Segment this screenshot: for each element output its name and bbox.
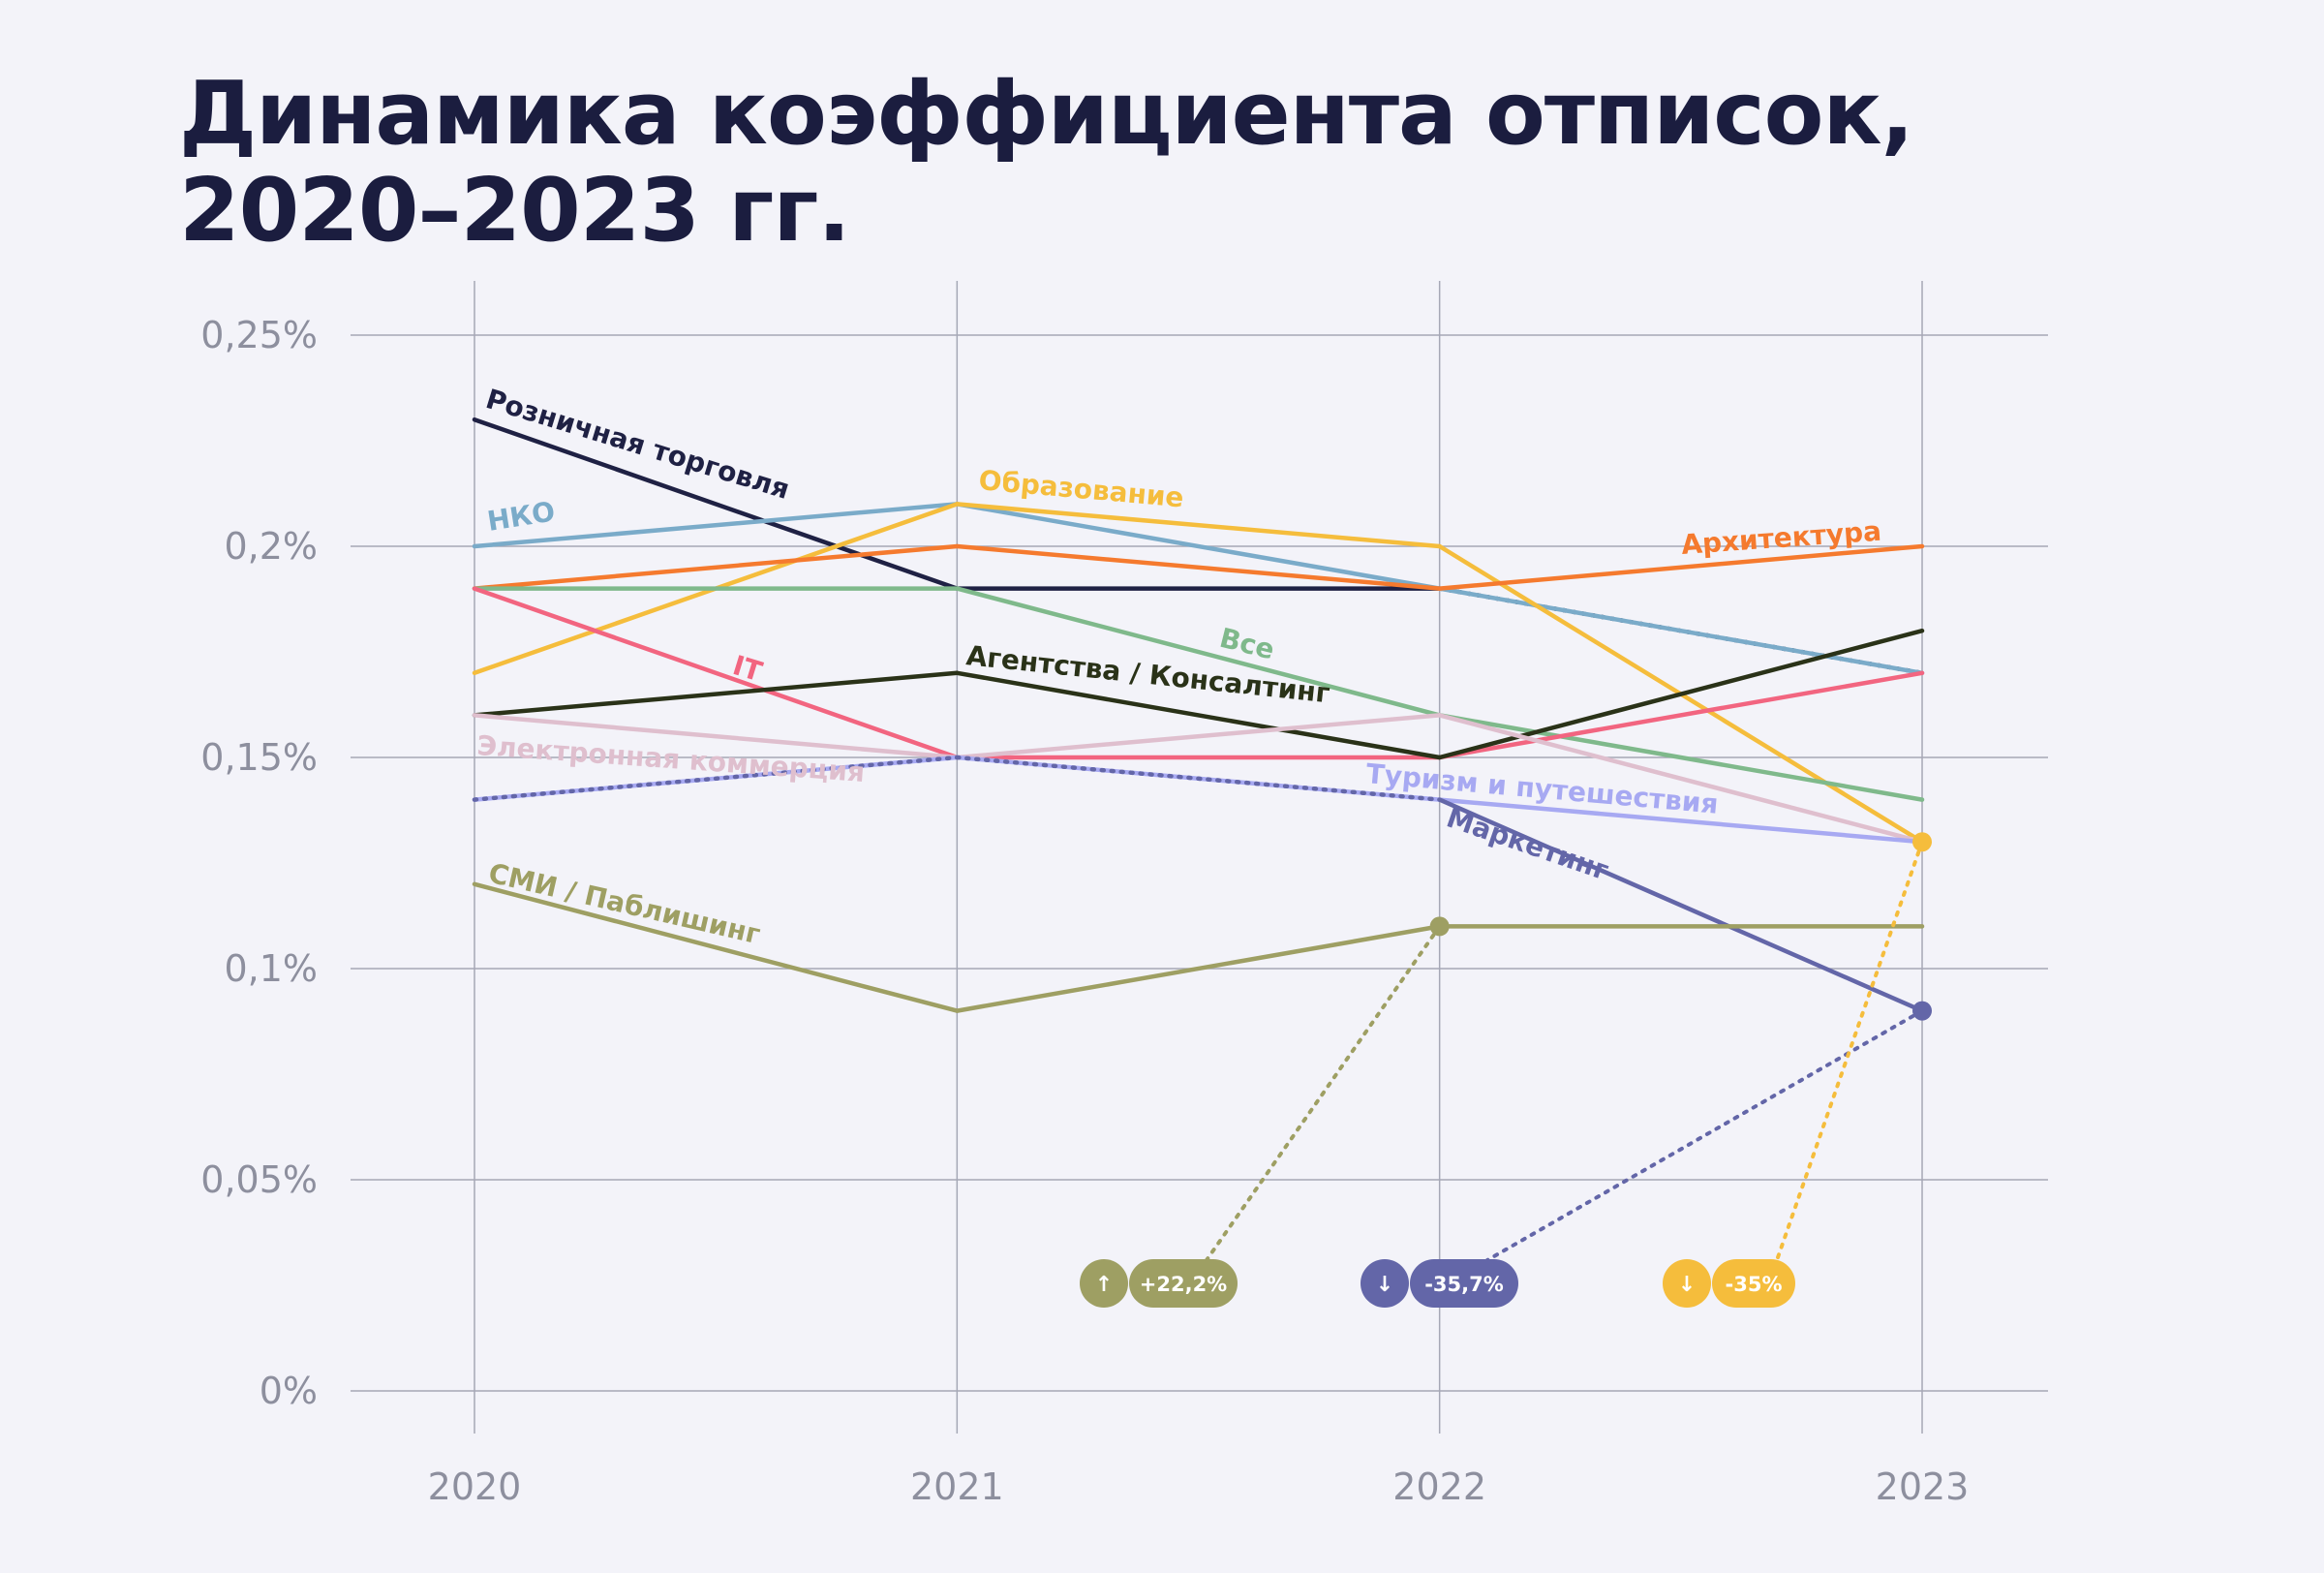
annotation-value-text: -35%: [1726, 1273, 1783, 1296]
chart-title-line2: 2020–2023 гг.: [179, 160, 851, 262]
series-labels: Розничная торговляНКООбразованиеАрхитект…: [476, 383, 1883, 950]
annotation-value-pill: [1410, 1259, 1518, 1308]
annotations: ↑ +22,2% ↓ -35,7% ↓ -35%: [1080, 832, 1932, 1308]
annotation-value-text: -35,7%: [1424, 1273, 1504, 1296]
series-segment-it: [1437, 670, 1925, 760]
x-tick-label: 2020: [428, 1465, 522, 1508]
annotation-arrow-badge: [1663, 1259, 1711, 1308]
annotation-value-pill: [1129, 1259, 1238, 1308]
series-segment-нко: [472, 502, 960, 549]
annotation-35: ↓ -35%: [1663, 832, 1932, 1308]
series-lines: [472, 416, 1925, 1013]
series-segment-архитектура: [1437, 543, 1925, 591]
y-tick-label: 0,1%: [224, 947, 318, 990]
series-segment-сми-паблишинг: [955, 924, 1442, 1013]
annotation-arrow-icon: ↓: [1678, 1273, 1696, 1297]
x-tick-label: 2023: [1876, 1465, 1970, 1508]
series-segment-маркетинг: [472, 755, 960, 802]
chart-title-line1: Динамика коэффициента отписок,: [179, 63, 1914, 165]
annotation-point: [1912, 832, 1932, 852]
annotation-point: [1429, 916, 1450, 937]
axes: 0% 0,05% 0,1% 0,15% 0,2% 0,25% 2020 2021 2022 202…: [200, 314, 1969, 1508]
annotation-arrow-icon: ↑: [1095, 1273, 1113, 1297]
annotation-35-7: ↓ -35,7%: [1361, 1001, 1932, 1308]
annotation-point: [1912, 1001, 1932, 1021]
series-segment-архитектура: [955, 543, 1442, 591]
series-segment-нко: [1437, 586, 1925, 676]
series-segment-агентства-консалтинг: [472, 670, 960, 718]
y-tick-label: 0,15%: [200, 736, 318, 779]
annotation-22-2: ↑ +22,2%: [1080, 916, 1450, 1308]
series-label-нко: НКО: [485, 495, 557, 538]
series-segment-агентства-консалтинг: [1437, 628, 1925, 760]
x-tick-label: 2021: [910, 1465, 1004, 1508]
series-segment-нко: [955, 502, 1442, 591]
series-segment-образование: [955, 502, 1442, 549]
series-label-электронная-коммерция: Электронная коммерция: [476, 729, 867, 788]
series-segment-электронная-коммерция: [1437, 713, 1925, 845]
y-tick-label: 0%: [260, 1370, 318, 1412]
x-tick-label: 2022: [1392, 1465, 1486, 1508]
y-tick-label: 0,25%: [200, 314, 318, 356]
series-label-розничная-торговля: Розничная торговля: [482, 383, 793, 506]
annotation-arrow-badge: [1361, 1259, 1409, 1308]
series-segment-сми-паблишинг: [472, 881, 960, 1013]
series-segment-it: [472, 586, 960, 760]
series-segment-электронная-коммерция: [955, 713, 1442, 760]
annotation-value-text: +22,2%: [1140, 1273, 1227, 1296]
series-label-образование: Образование: [977, 464, 1184, 513]
series-segment-электронная-коммерция: [472, 713, 960, 760]
annotation-arrow-icon: ↓: [1376, 1273, 1393, 1297]
series-label-агентства-консалтинг: Агентства / Консалтинг: [964, 639, 1331, 709]
chart-title: Динамика коэффициента отписок, 2020–2023…: [179, 63, 1914, 262]
series-segment-маркетинг: [955, 755, 1442, 802]
series-segment-розничная-торговля: [472, 416, 960, 591]
series-segment-все: [955, 586, 1442, 718]
series-segment-агентства-консалтинг: [955, 670, 1442, 760]
y-tick-label: 0,05%: [200, 1158, 318, 1201]
series-segment-маркетинг: [1437, 797, 1925, 1013]
annotation-connector: [1485, 1008, 1924, 1262]
series-segment-туризм-и-путешествия: [1437, 797, 1925, 845]
series-segment-архитектура: [472, 543, 960, 591]
annotation-connector: [1775, 840, 1924, 1262]
annotation-value-pill: [1712, 1259, 1795, 1308]
series-segment-все: [1437, 713, 1925, 802]
y-tick-label: 0,2%: [224, 525, 318, 568]
series-label-it: IT: [729, 649, 766, 688]
series-label-сми-паблишинг: СМИ / Паблишинг: [485, 857, 763, 951]
annotation-connector: [1205, 924, 1442, 1262]
annotation-arrow-badge: [1080, 1259, 1128, 1308]
